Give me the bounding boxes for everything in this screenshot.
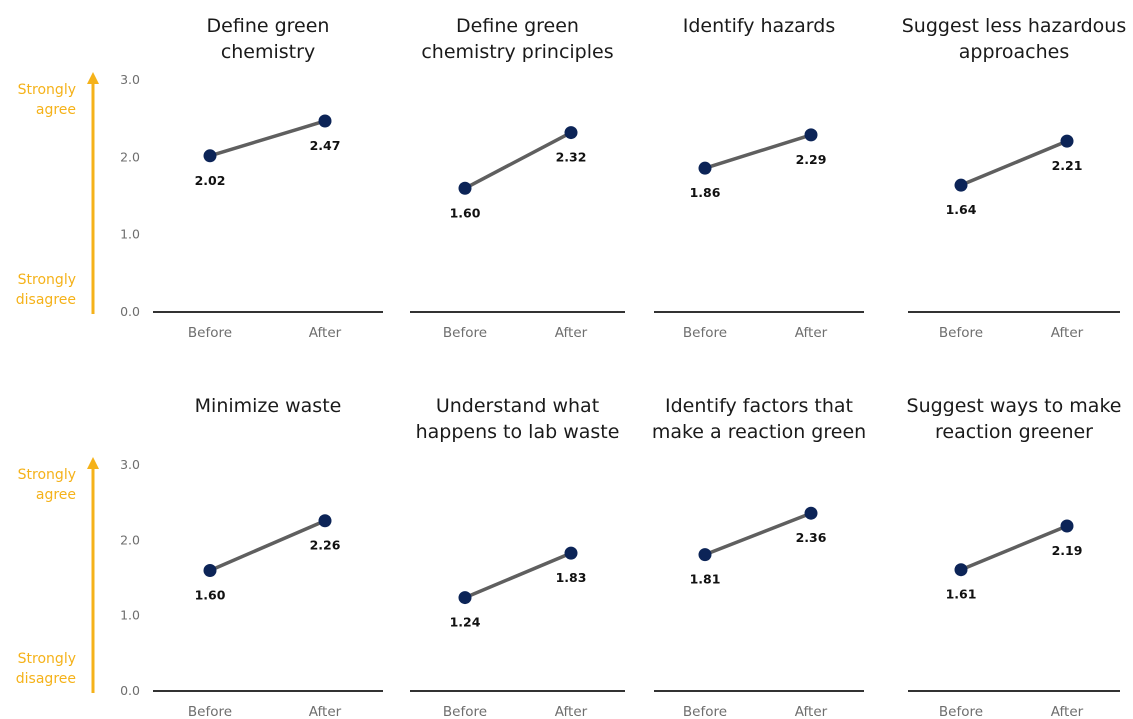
data-point (318, 514, 332, 528)
x-tick-label: After (1051, 704, 1084, 719)
series-line (704, 511, 812, 557)
x-tick-label: Before (939, 325, 983, 341)
data-point (1060, 519, 1074, 533)
panel-title: Minimize waste (195, 395, 342, 417)
scale-bottom-label-line2: disagree (16, 671, 76, 687)
y-tick-label: 3.0 (120, 72, 140, 87)
data-point (564, 126, 578, 140)
data-point (458, 181, 472, 195)
panel-title: happens to lab waste (416, 421, 620, 443)
x-tick-label: Before (443, 704, 487, 719)
panel-title: Identify factors that (665, 395, 853, 417)
y-tick-label: 1.0 (120, 227, 140, 242)
series-line (209, 519, 326, 573)
scale-arrow-head-icon (87, 457, 99, 469)
panel-title: Suggest less hazardous (902, 15, 1127, 37)
data-label: 1.61 (946, 587, 977, 602)
data-label: 1.60 (195, 587, 226, 602)
x-tick-label: Before (188, 704, 232, 719)
data-label: 1.64 (946, 202, 977, 217)
data-label: 2.26 (310, 538, 341, 553)
data-point (203, 563, 217, 577)
y-tick-label: 2.0 (120, 149, 140, 164)
data-point (1060, 134, 1074, 148)
x-tick-label: Before (443, 325, 487, 341)
x-tick-label: Before (683, 325, 727, 341)
data-label: 2.36 (796, 530, 827, 545)
y-tick-label: 2.0 (120, 532, 140, 547)
panel-title: Define green (456, 15, 579, 37)
data-point (564, 546, 578, 560)
data-label: 2.19 (1052, 543, 1083, 558)
series-line (960, 524, 1068, 572)
scale-top-label-line1: Strongly (18, 467, 76, 483)
scale-bottom-label-line1: Strongly (18, 651, 76, 667)
x-tick-label: Before (683, 704, 727, 719)
scale-top-label-line1: Strongly (18, 82, 76, 98)
data-label: 1.60 (450, 205, 481, 220)
y-tick-label: 3.0 (120, 457, 140, 472)
series-line (464, 551, 572, 600)
panel-title: chemistry principles (421, 41, 613, 63)
panel-title: make a reaction green (652, 421, 866, 443)
data-point (318, 114, 332, 128)
data-label: 2.47 (310, 138, 341, 153)
scale-bottom-label-line1: Strongly (18, 272, 76, 288)
panel-title: Identify hazards (683, 15, 836, 37)
panel-title: Define green (207, 15, 330, 37)
panel-title: chemistry (221, 41, 315, 63)
x-tick-label: After (309, 704, 342, 719)
x-tick-label: After (795, 704, 828, 719)
x-tick-label: Before (939, 704, 983, 719)
data-point (203, 149, 217, 163)
data-label: 2.32 (556, 150, 587, 165)
data-label: 2.02 (195, 173, 226, 188)
data-point (698, 548, 712, 562)
data-label: 1.83 (556, 570, 587, 585)
data-label: 1.86 (690, 185, 721, 200)
scale-top-label-line2: agree (36, 102, 76, 118)
series-line (960, 139, 1068, 187)
panel-title: approaches (959, 41, 1070, 63)
series-line (704, 133, 812, 170)
scale-top-label-line2: agree (36, 487, 76, 503)
y-tick-label: 0.0 (120, 304, 140, 319)
data-point (954, 178, 968, 192)
y-tick-label: 0.0 (120, 683, 140, 698)
x-tick-label: After (1051, 325, 1084, 341)
x-tick-label: Before (188, 325, 232, 341)
data-point (458, 591, 472, 605)
data-label: 1.24 (450, 615, 481, 630)
data-point (954, 563, 968, 577)
x-tick-label: After (555, 325, 588, 341)
series-line (209, 119, 326, 158)
panel-title: Understand what (436, 395, 599, 417)
data-label: 1.81 (690, 572, 721, 587)
y-tick-label: 1.0 (120, 608, 140, 623)
scale-arrow-head-icon (87, 72, 99, 84)
x-tick-label: After (795, 325, 828, 341)
panel-title: reaction greener (935, 421, 1093, 443)
data-point (804, 506, 818, 520)
data-label: 2.29 (796, 152, 827, 167)
data-point (698, 161, 712, 175)
data-point (804, 128, 818, 142)
data-label: 2.21 (1052, 158, 1083, 173)
x-tick-label: After (555, 704, 588, 719)
panel-title: Suggest ways to make (907, 395, 1122, 417)
x-tick-label: After (309, 325, 342, 341)
series-line (464, 131, 572, 190)
scale-bottom-label-line2: disagree (16, 292, 76, 308)
